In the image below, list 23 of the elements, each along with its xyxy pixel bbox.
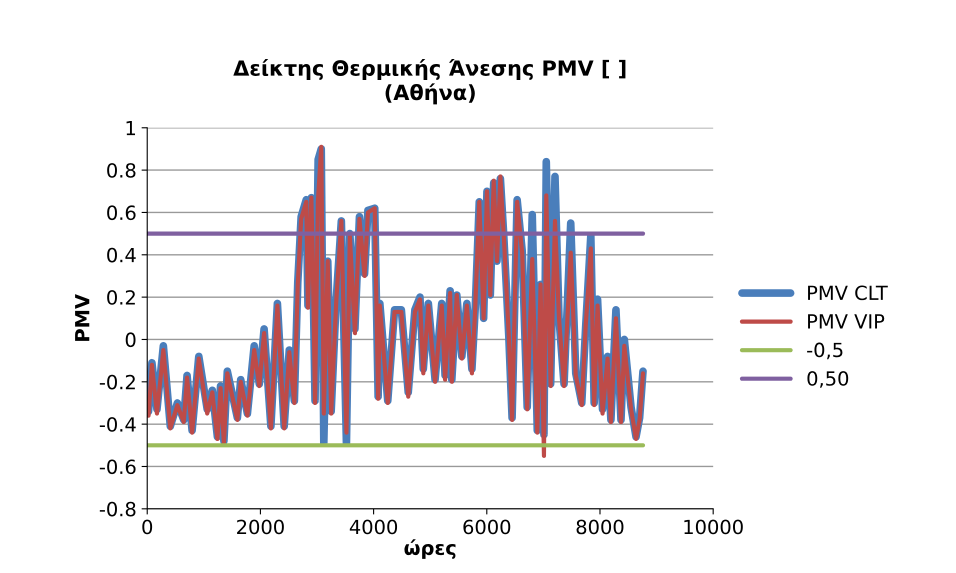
legend-label: -0,5	[807, 342, 842, 360]
chart-title: Δείκτης Θερμικής Άνεσης PMV [ ] (Αθήνα)	[233, 58, 626, 104]
y-tick-label: 0.2	[107, 290, 135, 305]
x-tick-label: 4000	[350, 520, 398, 534]
x-axis-title: ώρες	[404, 539, 456, 559]
y-tick-label: 0.8	[107, 163, 136, 178]
x-tick-label: 10000	[684, 520, 743, 534]
y-axis-title: PMV	[75, 294, 90, 341]
y-tick-label: 0	[126, 332, 136, 348]
y-tick-label: -0.2	[100, 374, 135, 390]
x-tick-label: 2000	[237, 520, 284, 534]
x-tick-label: 8000	[576, 520, 624, 534]
y-tick-label: -0.4	[100, 417, 136, 432]
y-tick-label: -0.8	[100, 502, 136, 516]
y-tick-label: 0.4	[107, 248, 136, 262]
legend-label: PMV VIP	[808, 314, 884, 328]
x-tick-label: 6000	[463, 520, 510, 534]
y-tick-label: 0.6	[107, 205, 136, 220]
x-tick-label: 0	[142, 520, 152, 534]
y-tick-label: -0.6	[100, 459, 136, 474]
y-tick-label: 1	[126, 120, 136, 136]
legend-label: 0,50	[807, 371, 848, 388]
legend-label: PMV CLT	[808, 285, 888, 300]
